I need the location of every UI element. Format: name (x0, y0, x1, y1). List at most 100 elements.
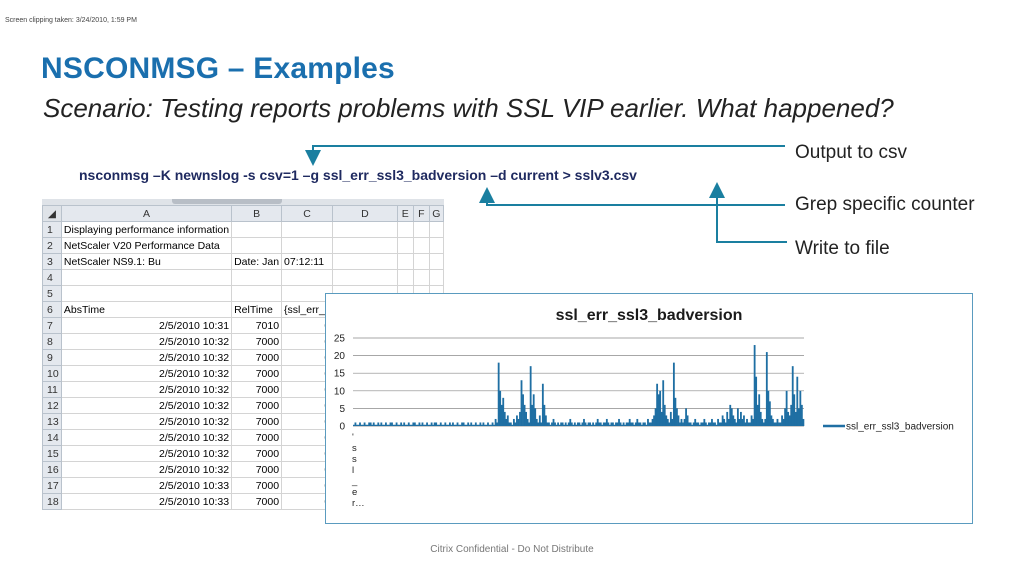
cell-b[interactable] (231, 269, 283, 286)
cell-abstime[interactable]: 2/5/2010 10:32 (60, 349, 233, 366)
cell-abstime[interactable]: 2/5/2010 10:32 (60, 461, 233, 478)
cell-abstime[interactable]: 2/5/2010 10:32 (60, 397, 233, 414)
cell-empty[interactable] (396, 237, 414, 254)
data-bar (505, 418, 508, 426)
cell-b[interactable] (231, 237, 283, 254)
cell-empty[interactable] (428, 237, 444, 254)
cell-reltime[interactable]: 7000 (231, 445, 283, 462)
cell-c[interactable] (281, 269, 334, 286)
cell-reltime[interactable]: 7000 (231, 381, 283, 398)
cell-a[interactable] (60, 285, 233, 302)
row-header[interactable]: 1 (42, 221, 62, 238)
sheet-row[interactable]: 2 NetScaler V20 Performance Data (42, 237, 444, 254)
table-row[interactable]: 82/5/2010 10:32700000 (42, 333, 444, 350)
cell-reltime[interactable]: 7000 (231, 429, 283, 446)
cell-empty[interactable] (332, 237, 398, 254)
cell-reltime[interactable]: 7000 (231, 365, 283, 382)
cell-empty[interactable] (412, 237, 430, 254)
column-header[interactable]: E (396, 205, 414, 222)
cell-empty[interactable] (396, 269, 414, 286)
cell-reltime[interactable]: 7000 (231, 349, 283, 366)
cell-a[interactable] (60, 269, 233, 286)
cell-a[interactable]: NetScaler V20 Performance Data (60, 237, 233, 254)
row-header[interactable]: 4 (42, 269, 62, 286)
column-header[interactable]: A (60, 205, 233, 222)
cell-empty[interactable] (428, 269, 444, 286)
cell-c[interactable] (281, 221, 334, 238)
data-bar (706, 424, 709, 426)
row-header[interactable]: 14 (42, 429, 62, 446)
cell-empty[interactable] (396, 221, 414, 238)
data-bar (532, 394, 535, 426)
cell-abstime[interactable]: 2/5/2010 10:33 (60, 477, 233, 494)
cell-empty[interactable] (396, 253, 414, 270)
row-header[interactable]: 12 (42, 397, 62, 414)
sheet-row[interactable]: 4 (42, 269, 444, 286)
data-bar (785, 390, 788, 426)
cell-empty[interactable] (428, 253, 444, 270)
row-header[interactable]: 18 (42, 493, 62, 510)
cell-empty[interactable] (412, 253, 430, 270)
data-bar (407, 422, 410, 426)
cell-reltime[interactable]: 7000 (231, 477, 283, 494)
ribbon-tab (172, 199, 282, 204)
row-header[interactable]: 15 (42, 445, 62, 462)
cell-abstime-header[interactable]: AbsTime (60, 301, 233, 318)
cell-reltime[interactable]: 7010 (231, 317, 283, 334)
cell-abstime[interactable]: 2/5/2010 10:32 (60, 413, 233, 430)
data-bar (456, 422, 459, 426)
row-header[interactable]: 11 (42, 381, 62, 398)
data-bar (598, 422, 601, 426)
row-header[interactable]: 7 (42, 317, 62, 334)
row-header[interactable]: 10 (42, 365, 62, 382)
cell-b[interactable]: Date: Jan (231, 253, 283, 270)
cell-empty[interactable] (332, 253, 398, 270)
row-header[interactable]: 3 (42, 253, 62, 270)
cell-empty[interactable] (412, 221, 430, 238)
column-header[interactable]: G (428, 205, 444, 222)
sheet-row[interactable]: 1 Displaying performance information (42, 221, 444, 238)
cell-reltime[interactable]: 7000 (231, 397, 283, 414)
row-header[interactable]: 17 (42, 477, 62, 494)
cell-empty[interactable] (332, 221, 398, 238)
data-bar (509, 422, 512, 426)
sheet-row[interactable]: 3 NetScaler NS9.1: Bu Date: Jan 07:12:11 (42, 253, 444, 270)
cell-reltime[interactable]: 7000 (231, 413, 283, 430)
cell-abstime[interactable]: 2/5/2010 10:32 (60, 445, 233, 462)
data-bar (508, 422, 511, 426)
column-header[interactable]: C (281, 205, 334, 222)
cell-reltime[interactable]: 7000 (231, 333, 283, 350)
cell-reltime-header[interactable]: RelTime (231, 301, 283, 318)
cell-empty[interactable] (428, 221, 444, 238)
cell-reltime[interactable]: 7000 (231, 461, 283, 478)
cell-abstime[interactable]: 2/5/2010 10:32 (60, 333, 233, 350)
column-header[interactable]: D (332, 205, 398, 222)
cell-reltime[interactable]: 7000 (231, 493, 283, 510)
row-header[interactable]: 13 (42, 413, 62, 430)
cell-b[interactable] (231, 221, 283, 238)
cell-c[interactable]: 07:12:11 (281, 253, 334, 270)
row-header[interactable]: 8 (42, 333, 62, 350)
cell-a[interactable]: NetScaler NS9.1: Bu (60, 253, 233, 270)
row-header[interactable]: 5 (42, 285, 62, 302)
row-header[interactable]: 16 (42, 461, 62, 478)
column-header[interactable]: B (231, 205, 283, 222)
cell-b[interactable] (231, 285, 283, 302)
cell-abstime[interactable]: 2/5/2010 10:32 (60, 381, 233, 398)
cell-abstime[interactable]: 2/5/2010 10:33 (60, 493, 233, 510)
row-header[interactable]: 6 (42, 301, 62, 318)
row-header[interactable]: 2 (42, 237, 62, 254)
cell-empty[interactable] (412, 269, 430, 286)
cell-empty[interactable] (332, 269, 398, 286)
data-bar (604, 422, 607, 426)
column-header[interactable]: F (412, 205, 430, 222)
cell-abstime[interactable]: 2/5/2010 10:32 (60, 429, 233, 446)
select-all-corner[interactable]: ◢ (42, 205, 62, 222)
data-bar (672, 362, 675, 426)
chart-panel[interactable]: ssl_err_ssl3_badversion 25 20 15 10 5 0 ' s s l _… (325, 293, 973, 524)
cell-abstime[interactable]: 2/5/2010 10:32 (60, 365, 233, 382)
cell-abstime[interactable]: 2/5/2010 10:31 (60, 317, 233, 334)
cell-c[interactable] (281, 237, 334, 254)
cell-a[interactable]: Displaying performance information (60, 221, 233, 238)
row-header[interactable]: 9 (42, 349, 62, 366)
